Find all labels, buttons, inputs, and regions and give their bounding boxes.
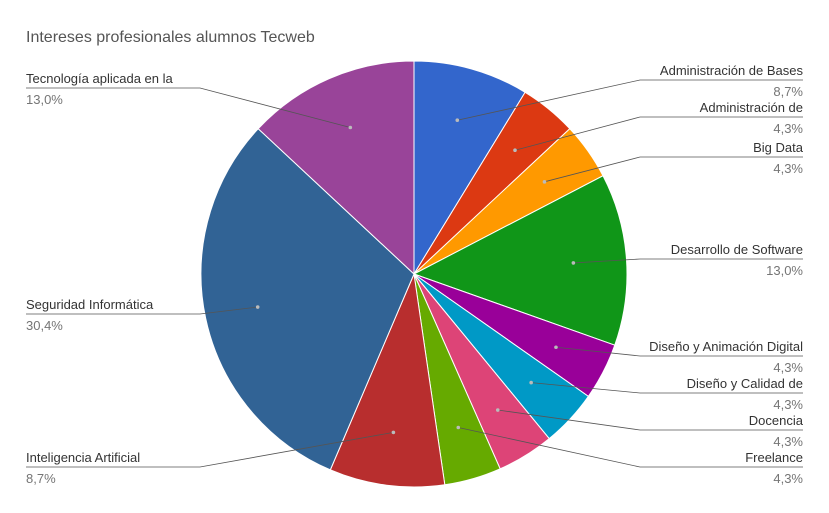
leader-dot-tecnologia-aplicada-en-la — [348, 125, 353, 130]
leader-line-docencia — [497, 409, 803, 431]
leader-lines — [26, 79, 803, 468]
pie-slices — [200, 60, 628, 488]
slice-value-big-data: 4,3% — [773, 161, 803, 176]
slice-value-tecnologia-aplicada-en-la: 13,0% — [26, 92, 63, 107]
pie-slice-seguridad-informatica — [200, 127, 415, 471]
slice-label-diseno-y-calidad-de: Diseño y Calidad de — [687, 376, 803, 391]
leader-line-administracion-de-bases — [457, 79, 803, 121]
slice-value-inteligencia-artificial: 8,7% — [26, 471, 56, 486]
leader-dot-big-data — [542, 180, 547, 184]
slice-labels: Administración de Bases8,7%Administració… — [26, 63, 804, 486]
slice-label-freelance: Freelance — [745, 450, 803, 465]
leader-dot-inteligencia-artificial — [391, 430, 396, 435]
leader-line-diseno-y-animacion-digital — [555, 346, 803, 357]
pie-slice-tecnologia-aplicada-en-la — [257, 60, 415, 276]
leader-dot-diseno-y-calidad-de — [529, 380, 533, 385]
slice-label-administracion-de: Administración de — [700, 100, 803, 115]
slice-value-freelance: 4,3% — [773, 471, 803, 486]
leader-dot-freelance — [456, 425, 461, 430]
slice-label-seguridad-informatica: Seguridad Informática — [26, 297, 154, 312]
leader-line-diseno-y-calidad-de — [531, 382, 803, 394]
leader-line-inteligencia-artificial — [26, 432, 394, 468]
leader-dot-seguridad-informatica — [255, 305, 260, 309]
chart-title: Intereses profesionales alumnos Tecweb — [26, 29, 315, 46]
slice-label-big-data: Big Data — [753, 140, 804, 155]
leader-line-tecnologia-aplicada-en-la — [26, 87, 351, 128]
pie-slice-desarrollo-de-software — [412, 175, 628, 346]
leader-line-administracion-de — [514, 116, 803, 151]
slice-value-desarrollo-de-software: 13,0% — [766, 263, 803, 278]
leader-line-big-data — [544, 156, 803, 183]
slice-label-desarrollo-de-software: Desarrollo de Software — [671, 242, 803, 257]
slice-value-diseno-y-calidad-de: 4,3% — [773, 397, 803, 412]
leader-dot-desarrollo-de-software — [571, 261, 576, 265]
leader-line-desarrollo-de-software — [573, 258, 803, 264]
slice-label-tecnologia-aplicada-en-la: Tecnología aplicada en la — [26, 71, 173, 86]
pie-slice-administracion-de-bases — [413, 60, 526, 276]
slice-label-inteligencia-artificial: Inteligencia Artificial — [26, 450, 140, 465]
slice-label-diseno-y-animacion-digital: Diseño y Animación Digital — [649, 339, 803, 354]
leader-line-seguridad-informatica — [26, 306, 258, 315]
slice-value-seguridad-informatica: 30,4% — [26, 318, 63, 333]
slice-label-docencia: Docencia — [749, 413, 804, 428]
slice-value-administracion-de: 4,3% — [773, 121, 803, 136]
slice-value-administracion-de-bases: 8,7% — [773, 84, 803, 99]
pie-slice-inteligencia-artificial — [329, 272, 446, 488]
slice-label-administracion-de-bases: Administración de Bases — [660, 63, 804, 78]
slice-value-diseno-y-animacion-digital: 4,3% — [773, 360, 803, 375]
leader-dot-docencia — [495, 408, 500, 412]
leader-dot-administracion-de — [513, 148, 517, 153]
leader-dot-diseno-y-animacion-digital — [554, 345, 558, 350]
slice-value-docencia: 4,3% — [773, 434, 803, 449]
leader-dot-administracion-de-bases — [455, 118, 460, 123]
leader-line-freelance — [458, 427, 803, 468]
